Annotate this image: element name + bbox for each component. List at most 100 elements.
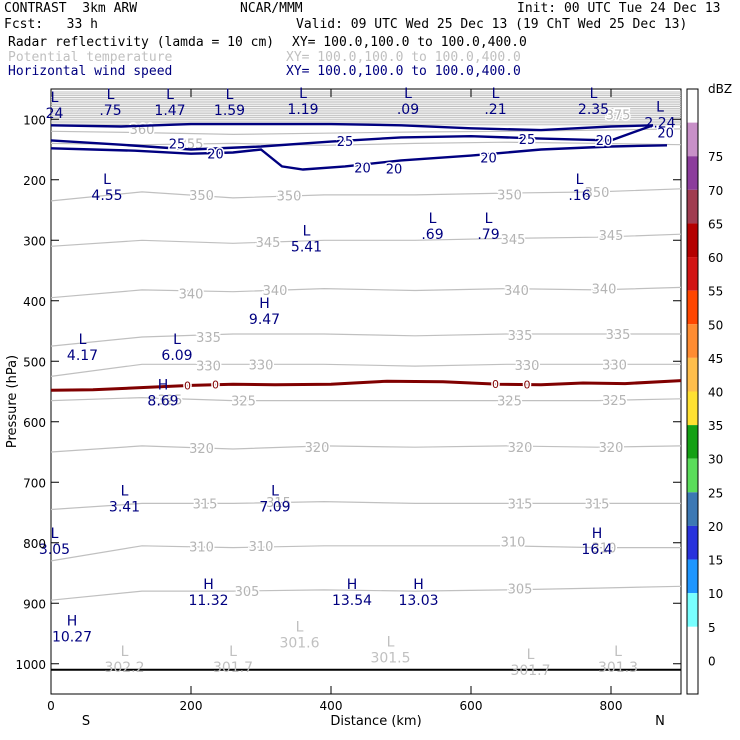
theta-contour-label: 320 <box>599 441 624 456</box>
extremum-value: 6.09 <box>161 348 192 364</box>
extremum-marker: H <box>158 378 169 394</box>
extremum-value: 8.69 <box>147 394 178 410</box>
theta-contour-315 <box>50 500 681 511</box>
colorbar-swatch <box>687 156 698 190</box>
extremum-value: 4.55 <box>91 188 122 204</box>
extremum-value: 13.54 <box>332 593 372 609</box>
colorbar-swatch <box>687 223 698 258</box>
field-3-xy: XY= 100.0,100.0 to 100.0,400.0 <box>286 64 521 79</box>
zero-contour-label: 0 <box>212 379 219 392</box>
theta-contour-320 <box>50 445 682 453</box>
wind-contour-label: 20 <box>480 151 497 166</box>
theta-contour-label: 340 <box>592 283 617 298</box>
wind-contour-20 <box>50 144 668 171</box>
colorbar-label: 30 <box>708 453 723 467</box>
theta-contour-label: 310 <box>501 536 526 551</box>
x-axis-label: Distance (km) <box>330 714 421 729</box>
extremum-value: 301.3 <box>598 660 638 676</box>
y-tick-label: 800 <box>23 537 46 551</box>
extremum-marker: L <box>429 211 437 227</box>
extremum-value: 11.32 <box>188 593 228 609</box>
x-tick-label: 600 <box>460 699 483 713</box>
y-tick-label: 1000 <box>15 658 46 672</box>
extremum-marker: L <box>121 483 129 499</box>
extremum-value: 7.09 <box>259 499 290 515</box>
theta-contour-310 <box>50 545 681 562</box>
wind-contour-label: 25 <box>169 137 186 152</box>
extremum-value: 9.47 <box>249 312 280 328</box>
extremum-value: 301.5 <box>370 651 410 667</box>
y-tick-label: 300 <box>23 234 46 248</box>
extremum-marker: L <box>590 86 598 102</box>
extremum-marker: H <box>67 614 78 630</box>
valid-time: Valid: 09 UTC Wed 25 Dec 13 (19 ChT Wed … <box>296 17 688 32</box>
wind-contour-label: 20 <box>207 148 224 163</box>
theta-contour-345 <box>50 233 682 247</box>
colorbar-swatch <box>687 189 698 224</box>
colorbar-label: 60 <box>708 251 723 265</box>
colorbar-label: 65 <box>708 217 723 231</box>
extremum-value: 1.19 <box>287 102 318 118</box>
extremum-value: 1.59 <box>214 103 245 119</box>
extremum-marker: L <box>492 86 500 102</box>
colorbar-label: 50 <box>708 318 723 332</box>
theta-contour-330 <box>50 363 681 377</box>
theta-contour-label: 375 <box>606 108 631 123</box>
x-tick-label: 800 <box>600 699 623 713</box>
extremum-marker: L <box>121 644 129 660</box>
wind-contour-25 <box>50 122 654 132</box>
colorbar-label: 70 <box>708 184 723 198</box>
theta-contour-label: 325 <box>158 393 183 408</box>
theta-contour-355 <box>50 141 682 146</box>
colorbar-swatch <box>687 122 698 157</box>
extremum-marker: L <box>271 483 279 499</box>
colorbar-swatch <box>687 492 698 526</box>
theta-contour-label: 345 <box>501 233 526 248</box>
theta-contour-label: 345 <box>256 236 281 251</box>
model-title: CONTRAST 3km ARW <box>4 1 138 16</box>
theta-contour-label: 335 <box>196 331 221 346</box>
colorbar-frame <box>686 88 699 695</box>
wind-contour-label: 20 <box>354 162 371 177</box>
theta-contour-label: 350 <box>189 189 214 204</box>
colorbar-label: 15 <box>708 554 723 568</box>
extremum-marker: L <box>173 332 181 348</box>
extremum-value: 301.6 <box>279 636 319 652</box>
colorbar-label: 45 <box>708 352 723 366</box>
extremum-value: 3.41 <box>109 499 140 515</box>
plot-frame <box>50 88 682 695</box>
field-1-xy: XY= 100.0,100.0 to 100.0,400.0 <box>292 35 527 50</box>
field-1-name: Radar reflectivity (lamda = 10 cm) <box>8 35 275 50</box>
colorbar-label: 0 <box>708 654 716 668</box>
extremum-marker: L <box>303 223 311 239</box>
zero-contour <box>50 379 682 392</box>
theta-contour-305 <box>50 585 682 601</box>
extremum-value: 13.03 <box>398 593 438 609</box>
forecast-hour: Fcst: 33 h <box>4 17 98 32</box>
colorbar-swatch <box>687 626 698 661</box>
extremum-marker: H <box>203 577 214 593</box>
colorbar-label: 75 <box>708 150 723 164</box>
extremum-value: .21 <box>484 102 506 118</box>
extremum-value: 1.47 <box>154 103 185 119</box>
colorbar-swatch <box>687 559 698 594</box>
theta-contour-label: 305 <box>235 585 260 600</box>
extremum-value: 5.41 <box>291 239 322 255</box>
colorbar-swatch <box>687 89 698 123</box>
y-tick-label: 200 <box>23 174 46 188</box>
theta-contour-label: 315 <box>585 497 610 512</box>
y-axis-label: Pressure (hPa) <box>5 355 20 448</box>
theta-contour-label: 315 <box>266 496 291 511</box>
theta-contour-label: 335 <box>606 328 631 343</box>
extremum-marker: L <box>226 87 234 103</box>
extremum-marker: L <box>107 87 115 103</box>
colorbar-label: 20 <box>708 520 723 534</box>
field-3-name: Horizontal wind speed <box>8 64 173 79</box>
extremum-marker: L <box>103 172 111 188</box>
theta-contour-label: 345 <box>599 229 624 244</box>
center-title: NCAR/MMM <box>240 1 303 16</box>
theta-contour-label: 320 <box>508 441 533 456</box>
wind-contour-label: 20 <box>596 134 613 149</box>
theta-contour-340 <box>50 286 682 299</box>
zero-contour-label: 0 <box>524 379 531 392</box>
